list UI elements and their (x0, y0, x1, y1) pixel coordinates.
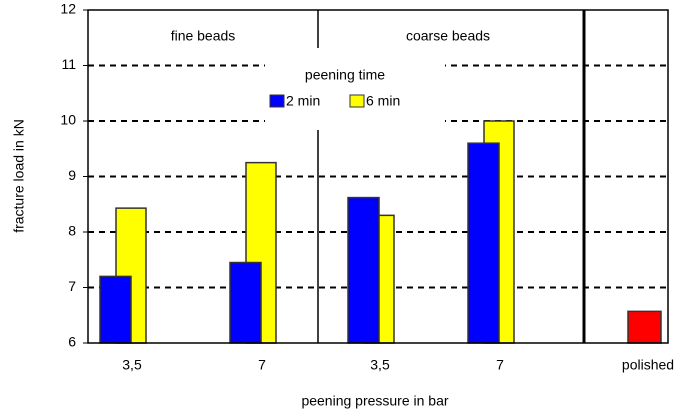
legend-label: 2 min (286, 93, 320, 109)
x-tick-label: 3,5 (122, 357, 142, 373)
y-tick-label: 12 (60, 1, 76, 17)
legend-swatch (269, 94, 285, 108)
x-axis-label: peening pressure in bar (301, 393, 448, 409)
bar (467, 142, 500, 344)
y-tick-label: 6 (68, 334, 76, 350)
legend-title: peening time (305, 67, 385, 83)
group-label: fine beads (171, 28, 236, 44)
y-tick-label: 7 (68, 278, 76, 294)
y-tick-label: 10 (60, 112, 76, 128)
y-tick-label: 11 (61, 56, 76, 72)
bar (347, 196, 380, 344)
x-tick-label: polished (622, 357, 674, 373)
x-tick-label: 3,5 (370, 357, 390, 373)
legend-box (265, 62, 445, 124)
x-tick-label: 7 (258, 357, 266, 373)
bar (99, 275, 132, 344)
legend-swatch (349, 94, 365, 108)
x-tick-label: 7 (496, 357, 504, 373)
y-tick-label: 8 (68, 223, 76, 239)
bar (229, 261, 262, 344)
y-axis-label: fracture load in kN (11, 119, 27, 233)
y-tick-label: 9 (68, 167, 76, 183)
group-label: coarse beads (406, 28, 490, 44)
bar (627, 310, 662, 344)
plot-frame (87, 9, 669, 344)
legend-label: 6 min (366, 93, 400, 109)
